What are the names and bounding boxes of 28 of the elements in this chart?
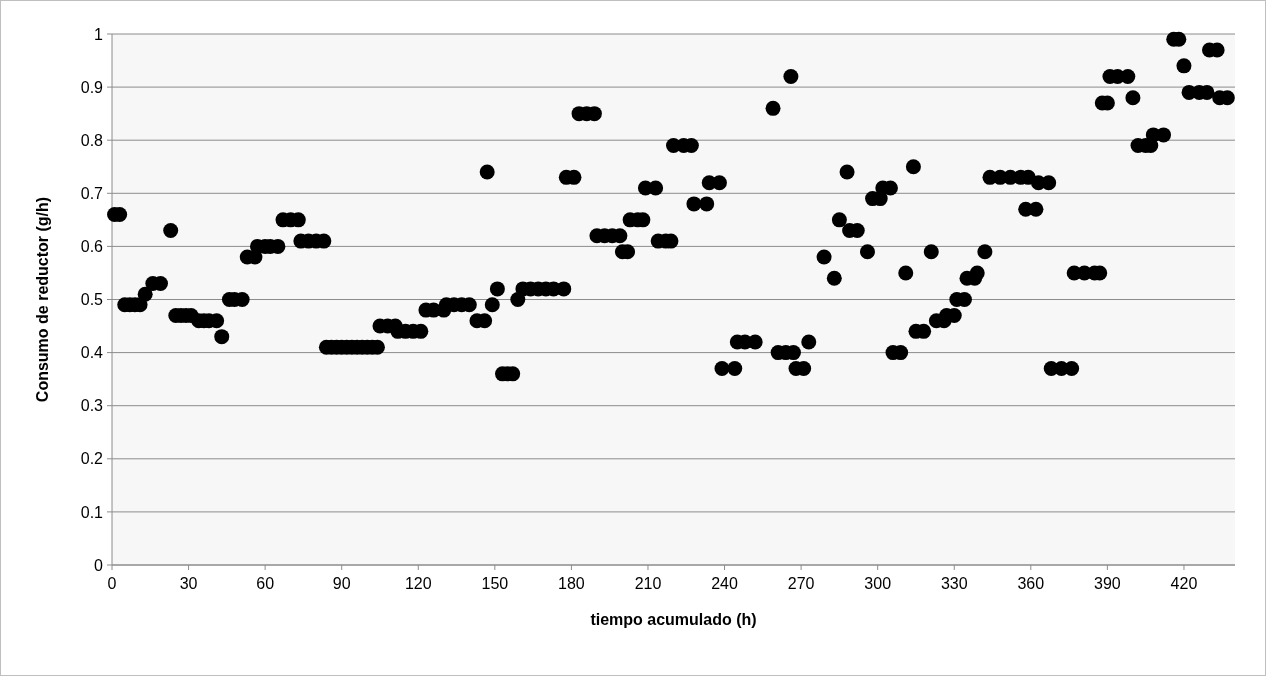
x-tick-label: 300 — [864, 575, 892, 592]
x-tick-label: 270 — [787, 575, 815, 592]
x-tick-label: 330 — [940, 575, 968, 592]
y-tick-label: 0.1 — [80, 503, 104, 521]
y-tick-label: 0.6 — [80, 238, 104, 255]
y-tick-label: 0.4 — [80, 344, 104, 362]
y-tick-label: 0.2 — [80, 450, 104, 468]
y-tick-label: 0.7 — [80, 184, 104, 202]
y-tick-label: 0.5 — [80, 291, 104, 309]
y-tick-label: 0.9 — [80, 78, 104, 96]
x-tick-label: 90 — [332, 575, 351, 592]
y-tick-label: 0 — [94, 556, 104, 574]
x-tick-label: 0 — [107, 575, 117, 592]
x-tick-label: 240 — [711, 575, 738, 592]
x-tick-label: 360 — [1017, 575, 1045, 592]
x-tick-label: 150 — [481, 575, 509, 592]
x-tick-label: 390 — [1094, 575, 1121, 592]
y-tick-label: 0.8 — [80, 131, 104, 149]
y-tick-label: 1 — [94, 25, 104, 43]
x-tick-label: 60 — [256, 575, 275, 592]
x-tick-label: 420 — [1170, 575, 1198, 592]
x-tick-label: 210 — [634, 575, 662, 592]
y-axis-title: Consumo de reductor (g/h) — [34, 196, 51, 403]
x-tick-label: 120 — [404, 575, 432, 592]
x-tick-label: 180 — [558, 575, 585, 592]
x-tick-label: 30 — [179, 575, 198, 592]
x-axis-title: tiempo acumulado (h) — [590, 611, 757, 628]
y-tick-label: 0.3 — [80, 397, 104, 415]
